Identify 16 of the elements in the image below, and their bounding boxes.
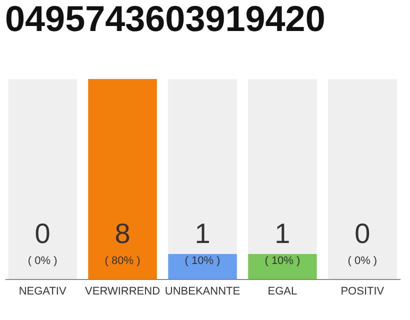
annotation: ( 0% ) <box>348 255 378 267</box>
annotation: ( 10% ) <box>184 255 220 267</box>
chart-title: 0495743603919420 <box>5 0 326 39</box>
annotation: ( 10% ) <box>264 255 300 267</box>
annotation: 1 <box>194 218 210 249</box>
annotation: 0 <box>354 218 370 249</box>
annotation: 8 <box>114 218 130 249</box>
x-tick-label: EGAL <box>268 286 298 298</box>
annotation: ( 0% ) <box>28 255 58 267</box>
x-tick-label: VERWIRREND <box>85 286 160 298</box>
annotation: 1 <box>274 218 290 249</box>
x-tick-label: NEGATIV <box>18 286 67 298</box>
x-tick-label: UNBEKANNTE <box>164 286 240 298</box>
annotation: 0 <box>34 218 50 249</box>
x-tick-label: POSITIV <box>340 286 385 298</box>
annotation: ( 80% ) <box>104 255 140 267</box>
